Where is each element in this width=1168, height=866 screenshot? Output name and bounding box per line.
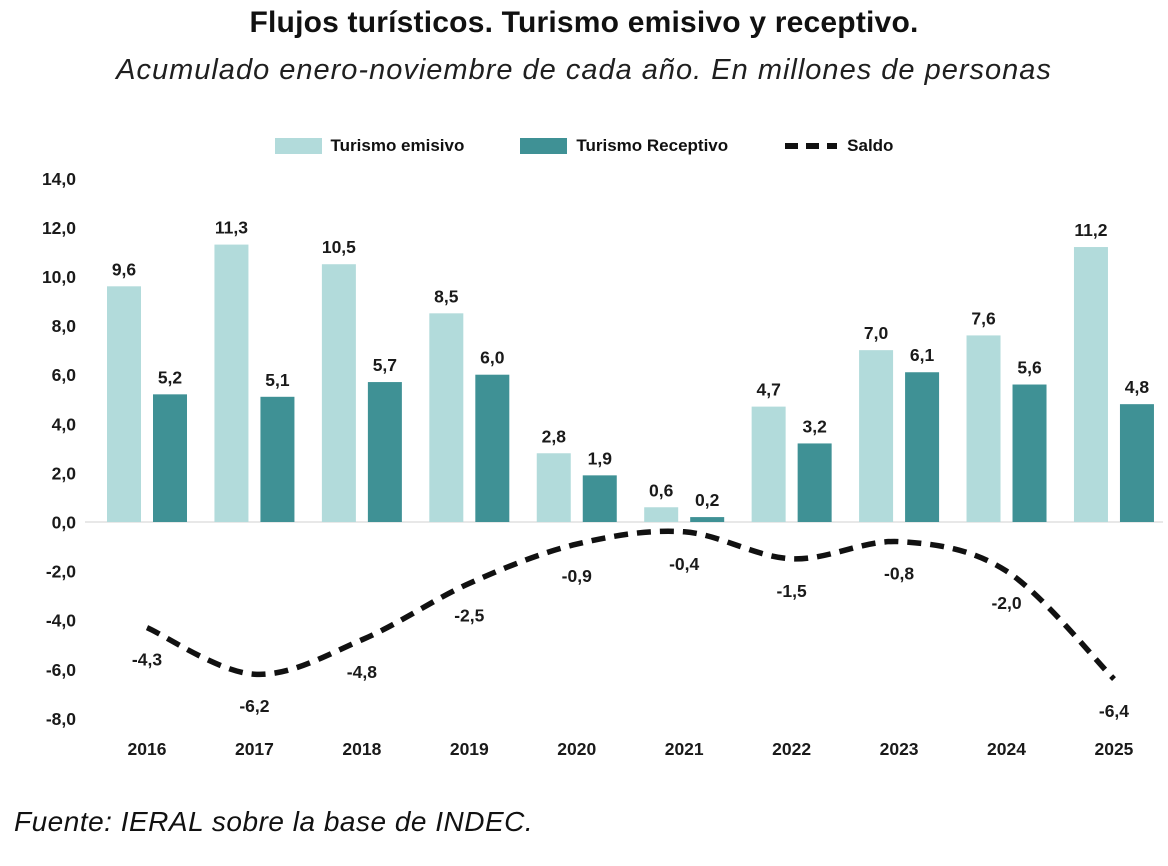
y-axis-tick-label: -8,0 xyxy=(46,709,76,729)
bar-turismo-receptivo-2024 xyxy=(1012,384,1047,522)
bar-label-receptivo-2022: 3,2 xyxy=(802,416,827,436)
bar-label-emisivo-2017: 11,3 xyxy=(215,218,248,238)
y-axis-tick-label: 14,0 xyxy=(42,169,76,189)
y-axis-tick-label: 10,0 xyxy=(42,267,76,287)
bar-label-receptivo-2019: 6,0 xyxy=(480,348,505,368)
saldo-dashed-line xyxy=(145,528,1116,682)
saldo-label-2018: -4,8 xyxy=(347,662,377,682)
bar-turismo-emisivo-2023 xyxy=(859,350,894,522)
bar-label-receptivo-2016: 5,2 xyxy=(158,367,183,387)
bar-label-emisivo-2019: 8,5 xyxy=(434,286,459,306)
bar-label-emisivo-2022: 4,7 xyxy=(756,380,780,400)
y-axis-tick-label: 2,0 xyxy=(52,463,77,483)
x-axis-year-label: 2020 xyxy=(557,739,596,759)
bar-label-receptivo-2017: 5,1 xyxy=(265,370,290,390)
y-axis-tick-label: -4,0 xyxy=(46,611,76,631)
saldo-label-2019: -2,5 xyxy=(454,605,484,625)
bar-turismo-receptivo-2016 xyxy=(153,394,187,522)
y-axis-tick-label: 8,0 xyxy=(52,316,77,336)
x-axis-year-label: 2021 xyxy=(665,739,704,759)
bar-turismo-emisivo-2017 xyxy=(214,244,249,522)
bar-turismo-emisivo-2018 xyxy=(321,264,356,522)
bar-turismo-emisivo-2022 xyxy=(751,406,786,522)
bar-turismo-emisivo-2020 xyxy=(536,453,571,522)
bar-label-emisivo-2025: 11,2 xyxy=(1074,220,1107,240)
saldo-label-2016: -4,3 xyxy=(132,650,162,670)
x-axis-year-label: 2019 xyxy=(450,739,489,759)
y-axis-tick-label: 4,0 xyxy=(52,414,77,434)
chart-title: Flujos turísticos. Turismo emisivo y rec… xyxy=(249,6,919,39)
legend-item-saldo: Saldo xyxy=(784,136,893,156)
bar-turismo-receptivo-2023 xyxy=(905,372,940,522)
chart-svg: 14,0 12,0 10,0 8,0 6,0 4,0 2,0 0,0 -2,0 -4,0 -6,0 -… xyxy=(42,169,1163,759)
x-axis-year-label: 2022 xyxy=(772,739,811,759)
x-axis-year-label: 2024 xyxy=(987,739,1026,759)
y-axis-tick-label: 12,0 xyxy=(42,218,76,238)
bar-label-emisivo-2023: 7,0 xyxy=(864,323,889,343)
saldo-label-2021: -0,4 xyxy=(669,554,699,574)
bar-turismo-emisivo-2016 xyxy=(107,286,141,522)
saldo-label-2022: -1,5 xyxy=(777,581,807,601)
bar-turismo-receptivo-2018 xyxy=(367,382,402,522)
legend-item-turismo-receptivo: Turismo Receptivo xyxy=(520,136,728,156)
chart-subtitle: Acumulado enero-noviembre de cada año. E… xyxy=(116,54,1052,86)
x-axis-year-label: 2018 xyxy=(342,739,381,759)
chart-legend: Turismo emisivo Turismo Receptivo Saldo xyxy=(0,136,1168,156)
bar-label-receptivo-2023: 6,1 xyxy=(910,345,935,365)
legend-swatch-light-teal-icon xyxy=(274,138,322,154)
bar-turismo-emisivo-2025 xyxy=(1073,247,1108,522)
bar-turismo-emisivo-2021 xyxy=(644,507,679,522)
bar-turismo-receptivo-2025 xyxy=(1119,404,1154,522)
legend-label-turismo-receptivo: Turismo Receptivo xyxy=(576,136,729,155)
bar-label-emisivo-2021: 0,6 xyxy=(649,480,674,500)
bar-label-receptivo-2018: 5,7 xyxy=(373,355,397,375)
bar-label-emisivo-2024: 7,6 xyxy=(971,308,996,328)
saldo-label-2017: -6,2 xyxy=(239,696,269,716)
legend-swatch-dark-teal-icon xyxy=(520,138,568,154)
bar-turismo-emisivo-2019 xyxy=(429,313,464,522)
x-axis-year-label: 2017 xyxy=(235,739,274,759)
saldo-label-2025: -6,4 xyxy=(1099,701,1129,721)
y-axis-tick-label: -6,0 xyxy=(46,660,76,680)
legend-dashed-line-icon xyxy=(785,143,838,149)
bar-turismo-receptivo-2022 xyxy=(797,443,832,522)
bar-label-receptivo-2024: 5,6 xyxy=(1017,358,1042,378)
x-axis-year-label: 2025 xyxy=(1094,739,1133,759)
bar-label-receptivo-2025: 4,8 xyxy=(1125,377,1150,397)
legend-label-turismo-emisivo: Turismo emisivo xyxy=(330,136,465,155)
bar-turismo-receptivo-2019 xyxy=(475,374,510,522)
y-axis-tick-label: 6,0 xyxy=(52,365,77,385)
legend-item-turismo-emisivo: Turismo emisivo xyxy=(274,136,465,156)
y-axis-tick-label: 0,0 xyxy=(52,513,77,533)
bar-turismo-receptivo-2017 xyxy=(260,396,295,522)
x-axis-year-label: 2023 xyxy=(880,739,919,759)
bar-turismo-emisivo-2024 xyxy=(966,335,1001,522)
bar-label-receptivo-2021: 0,2 xyxy=(695,490,720,510)
y-axis-tick-label: -2,0 xyxy=(46,562,76,582)
bar-label-receptivo-2020: 1,9 xyxy=(588,448,613,468)
source-note: Fuente: IERAL sobre la base de INDEC. xyxy=(14,806,534,837)
bar-label-emisivo-2018: 10,5 xyxy=(322,237,356,257)
saldo-label-2023: -0,8 xyxy=(884,564,914,584)
bar-turismo-receptivo-2020 xyxy=(582,475,617,522)
bar-label-emisivo-2020: 2,8 xyxy=(542,426,567,446)
saldo-label-2020: -0,9 xyxy=(562,566,592,586)
bar-label-emisivo-2016: 9,6 xyxy=(112,259,137,279)
saldo-label-2024: -2,0 xyxy=(991,593,1021,613)
x-axis-year-label: 2016 xyxy=(128,739,167,759)
bar-turismo-receptivo-2021 xyxy=(690,517,725,522)
legend-label-saldo: Saldo xyxy=(847,136,894,155)
